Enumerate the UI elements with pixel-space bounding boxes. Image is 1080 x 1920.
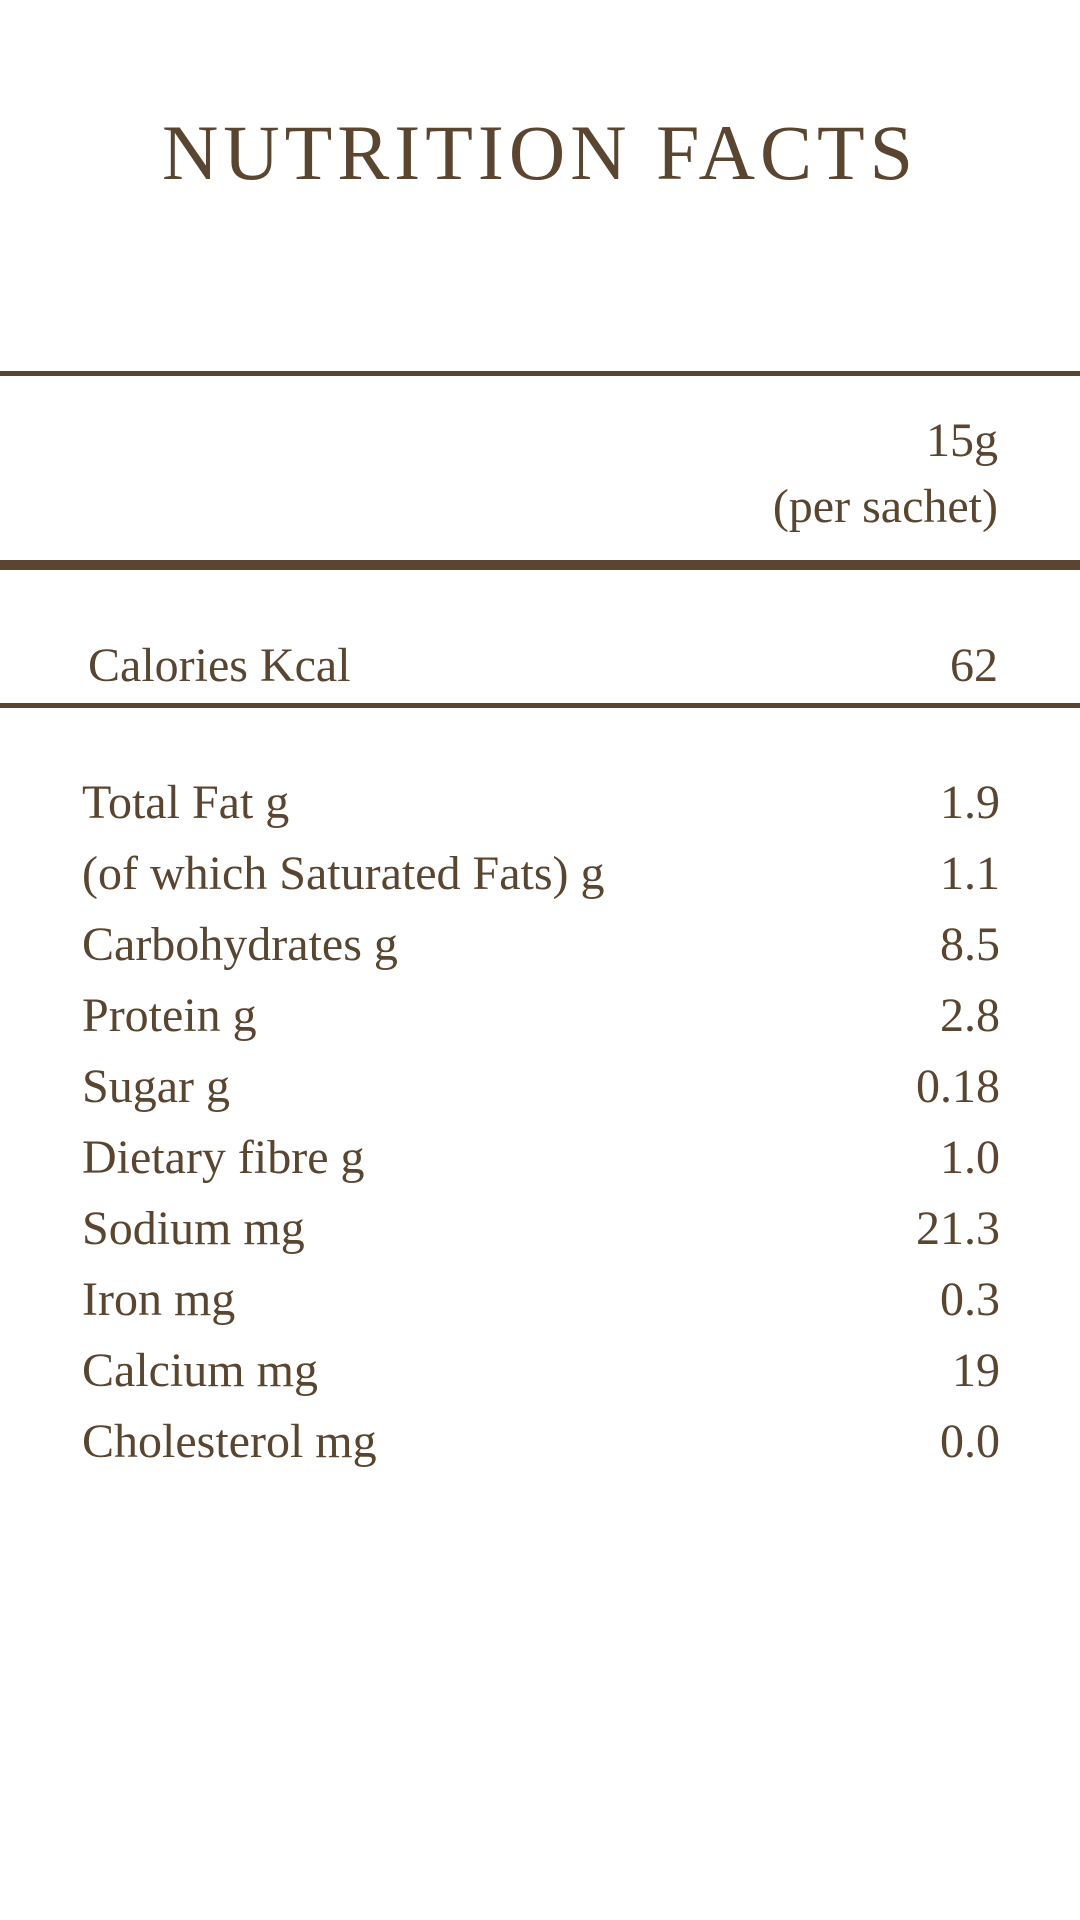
serving-amount: 15g bbox=[926, 414, 998, 467]
nutrient-value: 0.3 bbox=[940, 1273, 1000, 1326]
nutrient-value: 0.18 bbox=[916, 1060, 1000, 1113]
nutrient-row: Sugar g 0.18 bbox=[82, 1054, 1000, 1125]
nutrient-value: 8.5 bbox=[940, 918, 1000, 971]
serving-size: 15g (per sachet) bbox=[773, 408, 998, 540]
nutrient-label: (of which Saturated Fats) g bbox=[82, 847, 605, 900]
serving-unit-note: (per sachet) bbox=[772, 480, 998, 533]
nutrient-label: Sugar g bbox=[82, 1060, 230, 1113]
nutrient-value: 1.9 bbox=[940, 776, 1000, 829]
calories-label: Calories Kcal bbox=[88, 639, 351, 692]
nutrient-label: Sodium mg bbox=[82, 1202, 305, 1255]
nutrient-row: Iron mg 0.3 bbox=[82, 1267, 1000, 1338]
nutrient-label: Carbohydrates g bbox=[82, 918, 398, 971]
nutrient-label: Calcium mg bbox=[82, 1344, 318, 1397]
thick-divider bbox=[0, 560, 1080, 570]
nutrient-value: 19 bbox=[952, 1344, 1000, 1397]
nutrient-row: Total Fat g 1.9 bbox=[82, 770, 1000, 841]
nutrient-label: Cholesterol mg bbox=[82, 1415, 377, 1468]
nutrient-row: Carbohydrates g 8.5 bbox=[82, 912, 1000, 983]
calories-divider bbox=[0, 703, 1080, 708]
nutrient-list: Total Fat g 1.9 (of which Saturated Fats… bbox=[82, 770, 1000, 1480]
nutrient-row: (of which Saturated Fats) g 1.1 bbox=[82, 841, 1000, 912]
nutrient-row: Dietary fibre g 1.0 bbox=[82, 1125, 1000, 1196]
nutrient-row: Sodium mg 21.3 bbox=[82, 1196, 1000, 1267]
page-title: NUTRITION FACTS bbox=[161, 109, 919, 196]
top-divider bbox=[0, 371, 1080, 376]
nutrient-value: 21.3 bbox=[916, 1202, 1000, 1255]
nutrient-row: Protein g 2.8 bbox=[82, 983, 1000, 1054]
nutrient-label: Total Fat g bbox=[82, 776, 290, 829]
nutrient-value: 1.0 bbox=[940, 1131, 1000, 1184]
calories-row: Calories Kcal 62 bbox=[88, 636, 998, 696]
nutrient-value: 0.0 bbox=[940, 1415, 1000, 1468]
nutrient-row: Cholesterol mg 0.0 bbox=[82, 1409, 1000, 1480]
nutrient-label: Protein g bbox=[82, 989, 257, 1042]
nutrient-value: 1.1 bbox=[940, 847, 1000, 900]
nutrient-value: 2.8 bbox=[940, 989, 1000, 1042]
nutrient-label: Dietary fibre g bbox=[82, 1131, 365, 1184]
calories-value: 62 bbox=[950, 639, 998, 692]
nutrient-row: Calcium mg 19 bbox=[82, 1338, 1000, 1409]
nutrient-label: Iron mg bbox=[82, 1273, 236, 1326]
